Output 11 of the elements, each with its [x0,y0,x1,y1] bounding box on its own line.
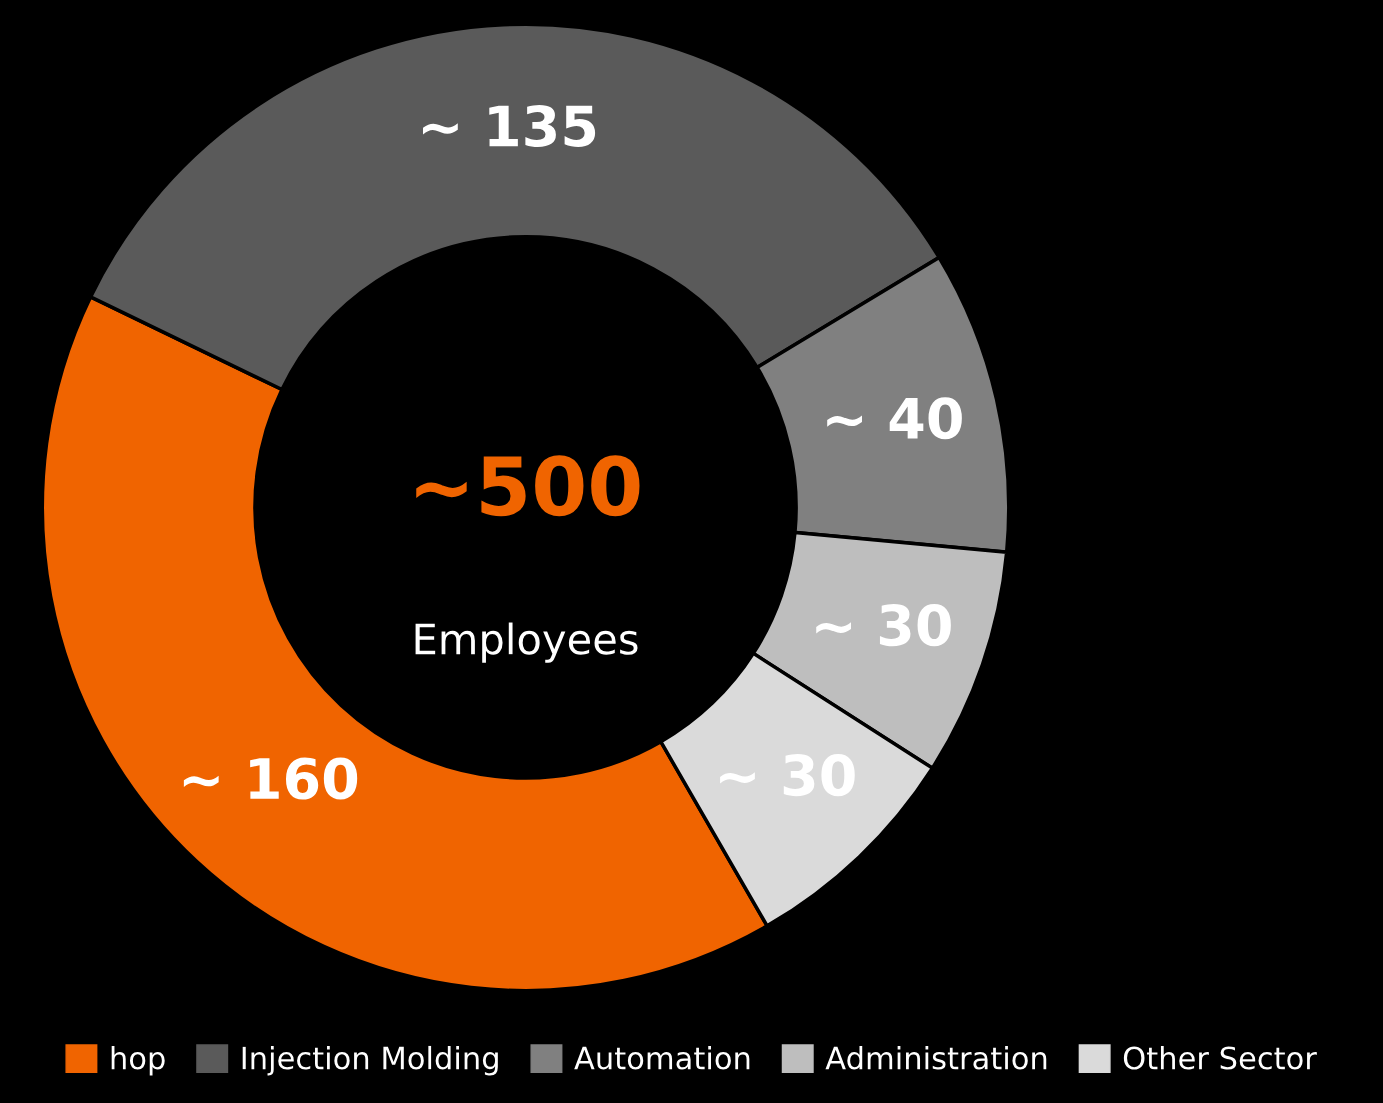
legend-label: Injection Molding [242,1045,498,1076]
legend-label: Other Sector [1123,1045,1317,1070]
legend-label: hop [111,1045,165,1076]
data-label: ~ 30 [816,604,951,647]
data-label: ~ 135 [423,104,596,147]
legend-label: Administration [825,1045,1047,1070]
text: ~500 [416,455,640,517]
data-label: ~ 160 [183,757,358,800]
data-label: ~ 40 [827,397,962,440]
text: Employees [415,622,638,663]
legend-label: Automation [574,1045,750,1070]
